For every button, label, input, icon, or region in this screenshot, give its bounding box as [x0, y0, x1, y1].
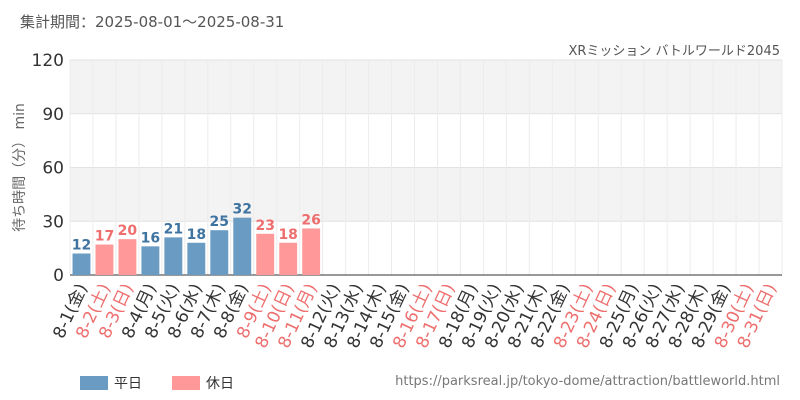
legend: 平日 休日	[80, 373, 234, 393]
bar-value-label: 17	[95, 229, 114, 245]
attraction-title: XRミッション バトルワールド2045	[568, 44, 780, 59]
bar-8-11(月)	[302, 228, 321, 275]
legend-swatch-holiday	[172, 376, 200, 390]
y-tick-label: 120	[32, 51, 64, 71]
bar-8-5(火)	[164, 237, 183, 275]
legend-swatch-weekday	[80, 376, 108, 390]
bar-8-3(日)	[118, 239, 137, 275]
bar-value-label: 16	[141, 230, 160, 246]
bar-8-8(金)	[233, 217, 252, 275]
y-tick-label: 90	[42, 105, 64, 125]
y-axis-title: 待ち時間（分） min	[12, 103, 28, 232]
bar-value-label: 32	[233, 202, 252, 218]
y-tick-label: 0	[53, 266, 64, 286]
y-tick-label: 60	[42, 159, 64, 179]
bar-value-label: 21	[164, 221, 183, 237]
bar-8-7(木)	[210, 230, 229, 275]
bar-8-9(土)	[256, 233, 275, 275]
legend-item-weekday: 平日	[80, 373, 142, 393]
bar-8-10(日)	[279, 242, 298, 275]
period-label: 集計期間：2025-08-01～2025-08-31	[20, 13, 285, 31]
plot-band	[70, 167, 782, 222]
legend-label-weekday: 平日	[114, 376, 142, 392]
bar-8-6(水)	[187, 242, 206, 275]
bar-value-label: 20	[118, 223, 138, 239]
bar-8-4(月)	[141, 246, 160, 275]
bar-value-label: 18	[278, 227, 297, 243]
y-tick-label: 30	[42, 212, 64, 232]
bar-value-label: 18	[187, 227, 206, 243]
plot-band	[70, 60, 782, 114]
bar-8-1(金)	[72, 253, 91, 275]
bar-value-label: 25	[210, 214, 229, 230]
bar-value-label: 23	[255, 218, 274, 234]
legend-label-holiday: 休日	[206, 376, 234, 392]
bar-8-2(土)	[95, 244, 114, 275]
source-url-link[interactable]: https://parksreal.jp/tokyo-dome/attracti…	[395, 374, 780, 389]
legend-item-holiday: 休日	[172, 373, 234, 393]
bar-value-label: 26	[301, 212, 320, 228]
bar-value-label: 12	[72, 238, 91, 254]
